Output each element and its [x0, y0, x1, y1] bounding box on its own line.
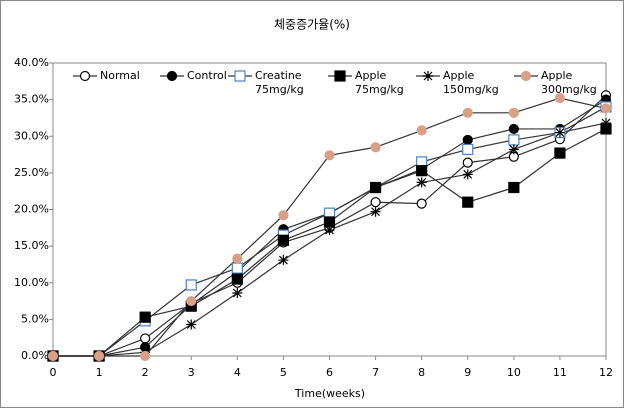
x-tick-label: 2 [142, 366, 149, 379]
marker [554, 93, 566, 104]
marker [370, 197, 381, 208]
marker [462, 107, 473, 118]
x-tick-label: 4 [234, 366, 241, 379]
marker [234, 70, 246, 82]
marker [600, 103, 612, 114]
legend-label-line: 300mg/kg [541, 83, 597, 96]
marker [508, 107, 519, 118]
x-tick-label: 6 [326, 366, 333, 379]
legend-label: Creatine 75mg/kg [255, 69, 305, 96]
legend-label-line: 75mg/kg [255, 83, 304, 96]
y-tick-label: 30.0% [14, 129, 49, 142]
marker [416, 165, 428, 177]
legend-label-line: Apple [355, 69, 390, 82]
marker [554, 127, 565, 138]
y-tick-label: 40.0% [14, 56, 49, 69]
marker [508, 123, 519, 135]
marker [47, 350, 59, 362]
marker [166, 70, 178, 82]
marker [370, 206, 381, 217]
legend-label: Control [187, 69, 227, 82]
marker [334, 70, 346, 82]
x-tick-label: 5 [280, 366, 287, 379]
marker [140, 350, 151, 362]
marker [462, 196, 474, 208]
x-tick-label: 12 [599, 366, 613, 379]
legend-label: Apple 150mg/kg [443, 69, 499, 96]
marker [231, 273, 243, 285]
x-tick-label: 10 [507, 366, 521, 379]
marker [140, 333, 151, 344]
y-tick-label: 25.0% [14, 166, 49, 179]
legend-label: Apple 75mg/kg [355, 69, 404, 96]
x-tick-label: 1 [96, 366, 103, 379]
legend-label: Normal [100, 69, 140, 82]
marker [324, 150, 335, 161]
x-tick-label: 0 [50, 366, 57, 379]
marker [232, 288, 243, 299]
x-tick-label: 9 [464, 366, 471, 379]
marker [231, 262, 243, 274]
x-tick-label: 8 [418, 366, 425, 379]
legend-label-line: 75mg/kg [355, 83, 404, 96]
marker [508, 144, 519, 155]
x-tick-label: 3 [188, 366, 195, 379]
marker [462, 169, 473, 180]
marker [186, 295, 197, 307]
chart-title: 체중증가율(%) [274, 18, 350, 32]
y-tick-label: 20.0% [14, 203, 49, 216]
marker [520, 70, 532, 82]
marker [277, 234, 290, 246]
legend-label: Apple 300mg/kg [541, 69, 597, 96]
marker [462, 143, 474, 156]
y-tick-label: 15.0% [14, 239, 49, 252]
marker [416, 125, 427, 136]
marker [554, 147, 566, 159]
x-axis-label: Time(weeks) [294, 387, 365, 400]
marker [278, 255, 289, 266]
marker [462, 134, 473, 146]
legend-label-line: Apple [541, 69, 576, 82]
marker [93, 350, 105, 362]
legend-label-line: Apple [443, 69, 478, 82]
y-tick-label: 35.0% [14, 93, 49, 106]
marker [232, 253, 243, 264]
marker [139, 311, 151, 323]
marker [369, 181, 382, 194]
marker [79, 70, 91, 82]
legend-label-line: 150mg/kg [443, 83, 499, 96]
marker [416, 198, 427, 209]
x-tick-label: 11 [553, 366, 567, 379]
marker [278, 210, 289, 221]
marker [601, 118, 611, 129]
legend-label-line: Creatine [255, 69, 305, 82]
y-tick-label: 0.0% [21, 349, 49, 362]
y-tick-label: 10.0% [14, 276, 49, 289]
marker [423, 71, 433, 81]
marker [462, 157, 473, 168]
marker [508, 181, 520, 194]
marker [186, 319, 197, 330]
y-tick-label: 5.0% [21, 312, 49, 325]
marker [324, 225, 335, 236]
marker [370, 142, 381, 153]
marker [185, 279, 197, 291]
x-tick-label: 7 [372, 366, 379, 379]
marker [508, 134, 520, 146]
marker [416, 177, 427, 188]
